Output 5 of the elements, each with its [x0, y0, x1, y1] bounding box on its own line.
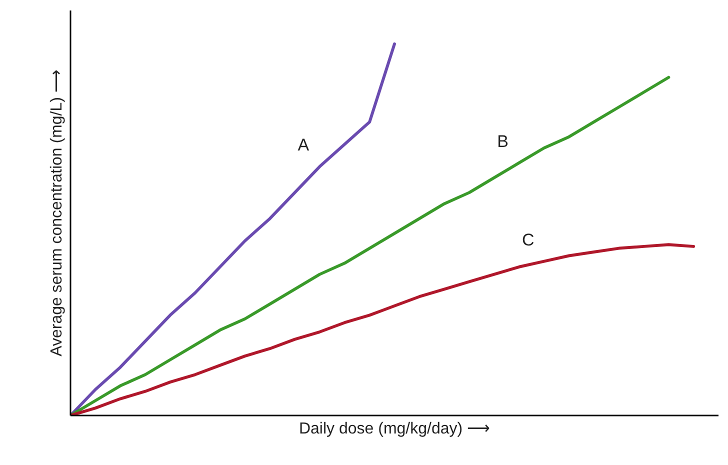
- series-label: A: [298, 136, 310, 155]
- series-label: B: [497, 132, 508, 151]
- series-label: C: [522, 230, 534, 250]
- x-axis-title: Daily dose (mg/kg/day) ⟶: [298, 420, 490, 438]
- y-axis-title: Average serum concentration (mg/L) ⟶: [48, 70, 66, 356]
